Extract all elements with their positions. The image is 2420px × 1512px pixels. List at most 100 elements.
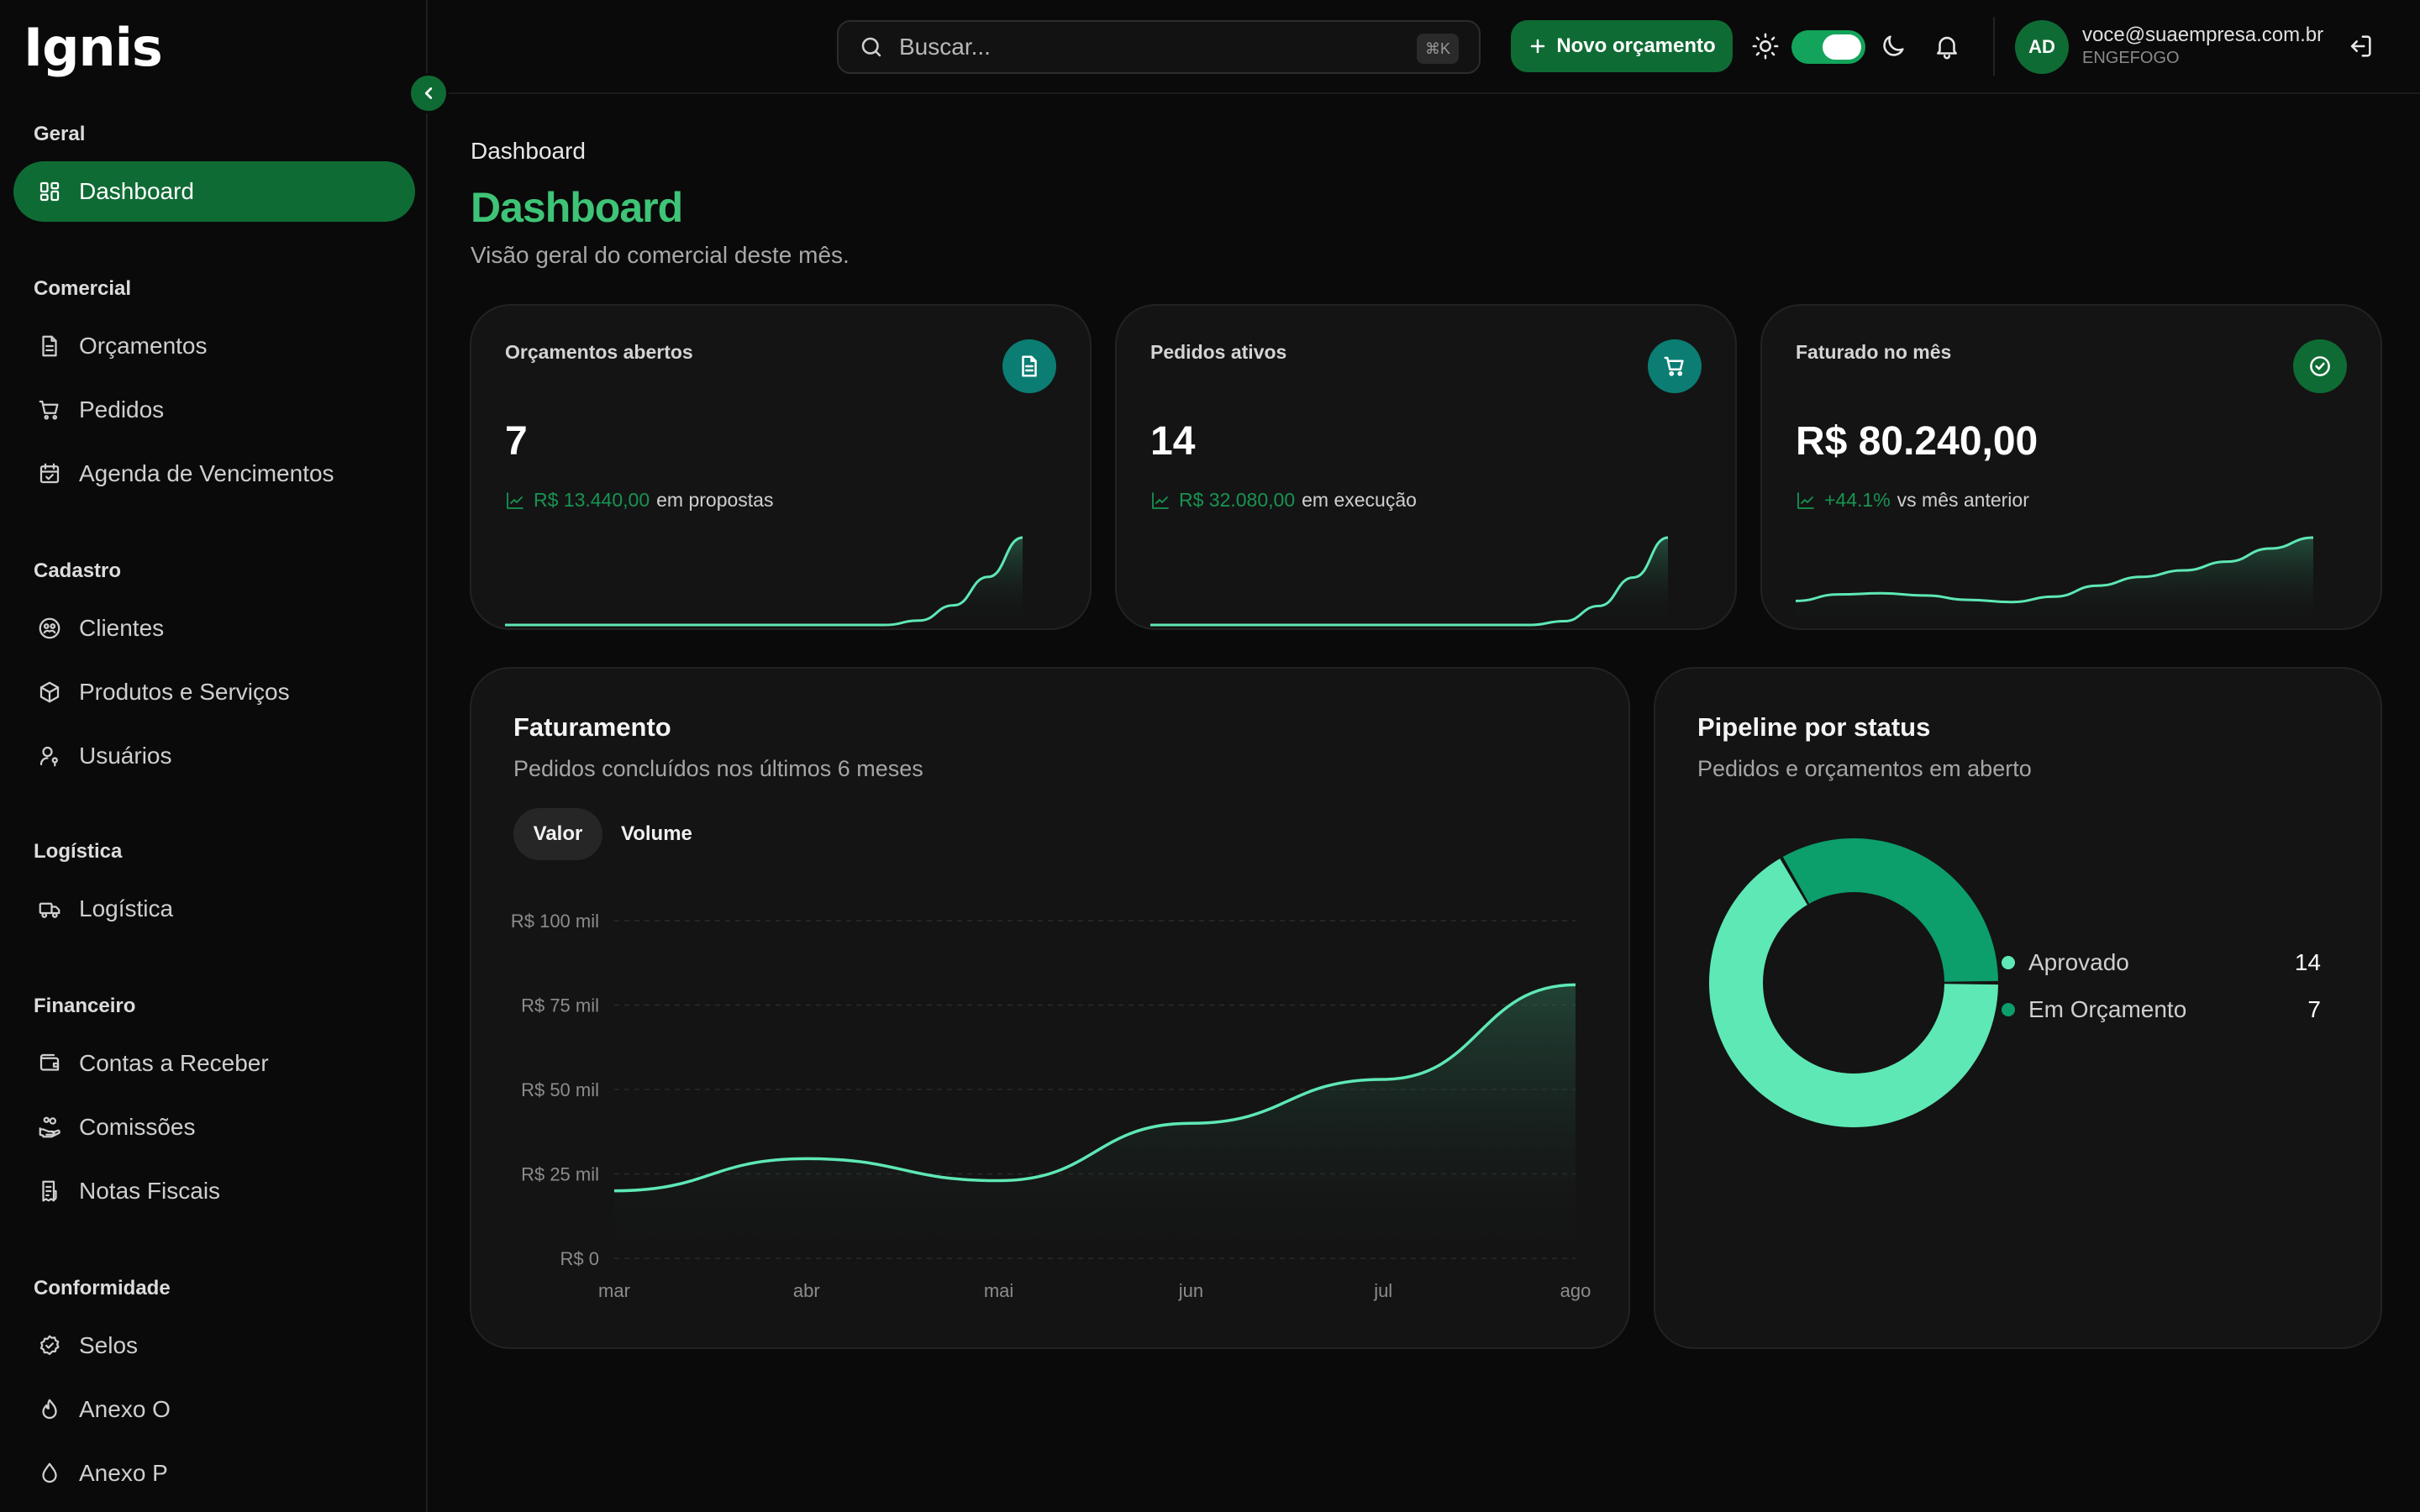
legend-item: Em Orçamento 7 (2002, 996, 2321, 1023)
search-box[interactable]: ⌘K (837, 20, 1481, 74)
stat-title: Orçamentos abertos (505, 341, 693, 363)
stat-value: R$ 80.240,00 (1796, 419, 2039, 464)
user-company: ENGEFOGO (2082, 49, 2180, 67)
document-icon (1017, 354, 1042, 379)
legend-label: Em Orçamento (2028, 996, 2187, 1022)
stat-subtext: +44.1% vs mês anterior (1796, 489, 2029, 512)
breadcrumb[interactable]: Dashboard (471, 138, 586, 164)
sidebar-item-anexo-p[interactable]: Anexo P (13, 1443, 415, 1504)
stat-suffix: vs mês anterior (1897, 489, 2029, 511)
sidebar-item-dashboard[interactable]: Dashboard (13, 161, 415, 222)
sidebar-item-produtos-e-servicos[interactable]: Produtos e Serviços (13, 662, 415, 722)
sun-icon[interactable] (1751, 32, 1780, 60)
pipeline-donut-chart (1709, 838, 1998, 1127)
search-input[interactable] (897, 33, 1388, 61)
sidebar-item-label: Clientes (79, 615, 165, 641)
sidebar-section-title: Conformidade (34, 1277, 171, 1299)
dashboard-icon (35, 177, 64, 206)
stat-icon-badge (1002, 339, 1056, 393)
collapse-sidebar-button[interactable] (408, 73, 449, 113)
trend-icon (505, 491, 525, 511)
sidebar-item-contas-a-receber[interactable]: Contas a Receber (13, 1033, 415, 1094)
sidebar-item-label: Notas Fiscais (79, 1178, 221, 1204)
new-quote-label: Novo orçamento (1556, 34, 1716, 57)
stat-highlight: +44.1% (1824, 489, 1891, 511)
legend-dot (2002, 956, 2015, 969)
cart-icon (1662, 354, 1687, 379)
sidebar-section-title: Cadastro (34, 559, 122, 582)
sidebar-item-pedidos[interactable]: Pedidos (13, 380, 415, 440)
calendar-check-icon (35, 459, 64, 488)
sparkline-line (1795, 536, 2314, 604)
x-tick-label: ago (1560, 1280, 1591, 1301)
sidebar-item-anexo-o[interactable]: Anexo O (13, 1379, 415, 1440)
y-tick-label: R$ 25 mil (521, 1164, 599, 1185)
sidebar-item-agenda-de-vencimentos[interactable]: Agenda de Vencimentos (13, 444, 415, 504)
sidebar-item-label: Pedidos (79, 396, 165, 423)
users-circle-icon (35, 614, 64, 643)
sidebar-item-orcamentos[interactable]: Orçamentos (13, 316, 415, 376)
sidebar-section-title: Logística (34, 840, 123, 863)
sidebar-section-title: Comercial (34, 277, 132, 300)
stat-value: 7 (505, 419, 528, 464)
new-quote-button[interactable]: Novo orçamento (1511, 20, 1733, 72)
sidebar-item-label: Usuários (79, 743, 172, 769)
sidebar-item-label: Anexo P (79, 1460, 168, 1486)
tab-valor[interactable]: Valor (513, 808, 602, 860)
bell-icon[interactable] (1933, 32, 1961, 60)
sidebar-item-label: Contas a Receber (79, 1050, 269, 1076)
legend-dot (2002, 1003, 2015, 1016)
sidebar-item-label: Dashboard (79, 178, 194, 204)
sidebar-item-comissoes[interactable]: Comissões (13, 1097, 415, 1158)
x-tick-label: mar (598, 1280, 630, 1301)
user-key-icon (35, 742, 64, 770)
sidebar-item-selos[interactable]: Selos (13, 1315, 415, 1376)
logout-icon[interactable] (2346, 32, 2375, 60)
revenue-subtitle: Pedidos concluídos nos últimos 6 meses (513, 756, 923, 781)
y-tick-label: R$ 75 mil (521, 995, 599, 1016)
sidebar-item-label: Comissões (79, 1114, 196, 1140)
stat-subtext: R$ 32.080,00 em execução (1150, 489, 1417, 512)
box-icon (35, 678, 64, 706)
chevron-left-icon (419, 84, 438, 102)
stat-card: Orçamentos abertos 7 R$ 13.440,00 em propos… (470, 304, 1092, 630)
y-tick-label: R$ 100 mil (511, 911, 599, 932)
sidebar-item-logistica[interactable]: Logística (13, 879, 415, 939)
sparkline-area (1796, 538, 2313, 625)
x-tick-label: jul (1373, 1280, 1392, 1301)
y-tick-label: R$ 0 (560, 1248, 599, 1269)
tab-volume[interactable]: Volume (621, 822, 692, 845)
check-circle-icon (2307, 354, 2333, 379)
x-tick-label: jun (1178, 1280, 1203, 1301)
stat-subtext: R$ 13.440,00 em propostas (505, 489, 773, 512)
hand-coins-icon (35, 1113, 64, 1142)
donut-slice (1782, 838, 1998, 982)
sidebar-item-label: Selos (79, 1332, 139, 1358)
badge-check-icon (35, 1331, 64, 1360)
plus-icon (1528, 36, 1548, 56)
app-logo[interactable]: Ignis (24, 17, 163, 78)
legend-label: Aprovado (2028, 949, 2129, 975)
sidebar-item-label: Agenda de Vencimentos (79, 460, 334, 486)
sidebar-item-notas-fiscais[interactable]: Notas Fiscais (13, 1161, 415, 1221)
stat-suffix: em propostas (656, 489, 774, 511)
revenue-line (613, 983, 1576, 1193)
sidebar-item-usuarios[interactable]: Usuários (13, 726, 415, 786)
document-icon (35, 332, 64, 360)
x-tick-label: abr (793, 1280, 820, 1301)
page-title: Dashboard (471, 184, 683, 231)
theme-toggle[interactable] (1791, 30, 1865, 64)
sidebar-item-label: Anexo O (79, 1396, 171, 1422)
wallet-icon (35, 1049, 64, 1078)
moon-icon[interactable] (1879, 32, 1907, 60)
x-tick-label: mai (984, 1280, 1013, 1301)
trend-icon (1150, 491, 1171, 511)
avatar[interactable]: AD (2015, 20, 2069, 74)
pipeline-title: Pipeline por status (1697, 712, 1931, 742)
stat-suffix: em execução (1302, 489, 1417, 511)
truck-icon (35, 895, 64, 923)
sidebar-item-clientes[interactable]: Clientes (13, 598, 415, 659)
revenue-title: Faturamento (513, 712, 671, 742)
legend-value: 7 (2307, 996, 2321, 1022)
header-divider (1993, 17, 1995, 76)
